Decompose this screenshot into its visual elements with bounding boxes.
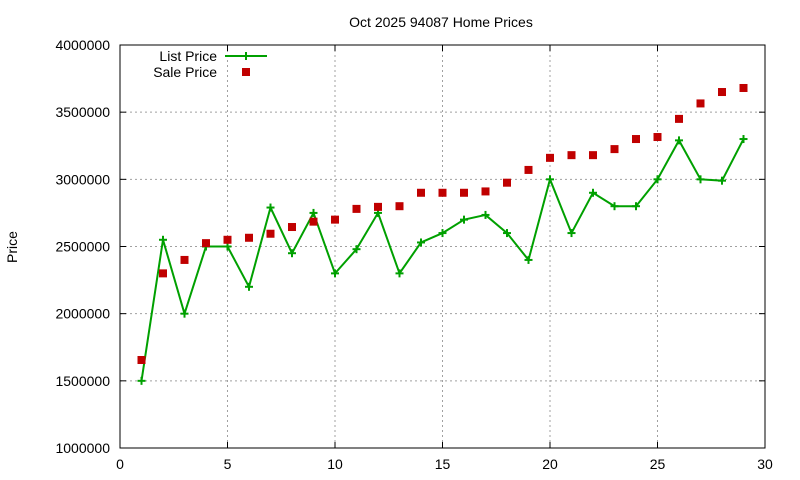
legend-swatch-marker (242, 68, 250, 76)
sale-price-point (546, 153, 554, 162)
x-tick-label: 0 (116, 456, 124, 472)
list-price-point (653, 175, 662, 184)
legend-label: Sale Price (153, 64, 217, 80)
chart-title: Oct 2025 94087 Home Prices (349, 14, 533, 30)
sale-price-point (653, 133, 662, 142)
sale-price-point (266, 229, 275, 238)
list-price-point (460, 215, 468, 224)
x-tick-label: 10 (327, 456, 343, 472)
list-price-point (245, 282, 253, 291)
plot-area (137, 83, 748, 385)
y-tick-label: 4000000 (55, 37, 110, 53)
list-price-point (546, 175, 554, 184)
sale-price-point (610, 145, 619, 154)
list-price-point (524, 255, 533, 264)
sale-price-point (395, 202, 404, 211)
list-price-point (266, 203, 275, 212)
sale-price-point (503, 178, 511, 187)
x-tick-label: 25 (650, 456, 666, 472)
sale-price-point (718, 88, 726, 97)
sale-price-point (374, 202, 382, 211)
sale-price-point (524, 165, 533, 174)
list-price-point (223, 242, 232, 251)
list-price-point (309, 208, 318, 217)
list-price-point (589, 188, 597, 197)
list-price-point (417, 238, 425, 247)
sale-price-point (567, 151, 576, 160)
sale-price-point (288, 223, 296, 232)
sale-price-point (223, 235, 232, 244)
list-price-point (718, 176, 726, 185)
list-price-point (632, 202, 640, 211)
sale-price-point (159, 269, 167, 278)
sale-price-point (245, 233, 253, 242)
sale-price-point (180, 255, 189, 264)
sale-price-point (589, 151, 597, 160)
y-tick-label: 2000000 (55, 306, 110, 322)
sale-price-point (309, 217, 318, 226)
x-tick-label: 15 (435, 456, 451, 472)
plot-frame (119, 44, 766, 449)
sale-price-point (696, 99, 705, 108)
list-price-point (567, 229, 576, 238)
x-tick-label: 20 (542, 456, 558, 472)
sale-price-point (438, 188, 447, 197)
list-price-point (503, 229, 511, 238)
y-axis-label: Price (4, 231, 20, 263)
sale-price-point (481, 187, 490, 196)
legend-swatch-marker (242, 52, 250, 60)
y-tick-label: 2500000 (55, 239, 110, 255)
y-tick-label: 3500000 (55, 104, 110, 120)
list-price-point (180, 309, 189, 318)
list-price-point (438, 229, 447, 238)
sale-price-point (352, 204, 361, 213)
list-price-point (610, 202, 619, 211)
legend-label: List Price (159, 48, 217, 64)
sale-price-point (632, 135, 640, 144)
list-price-point (288, 249, 296, 258)
list-price-point (481, 210, 490, 219)
list-price-point (352, 245, 361, 254)
y-tick-label: 3000000 (55, 171, 110, 187)
list-price-point (395, 269, 404, 278)
list-price-point (739, 135, 748, 144)
y-tick-label: 1500000 (55, 373, 110, 389)
x-tick-label: 5 (224, 456, 232, 472)
sale-price-point (417, 188, 425, 197)
sale-price-point (202, 239, 210, 248)
sale-price-point (739, 83, 748, 92)
x-tick-label: 30 (757, 456, 773, 472)
list-price-point (331, 269, 339, 278)
list-price-point (696, 175, 705, 184)
list-price-point (159, 235, 167, 244)
sale-price-point (460, 188, 468, 197)
axis-ticks: 1000000 1500000 2000000 2500000 3000000 35000… (55, 37, 773, 472)
y-tick-label: 1000000 (55, 440, 110, 456)
sale-price-point (331, 215, 339, 224)
list-price-point (137, 376, 146, 385)
list-price-point (675, 136, 683, 145)
sale-price-point (675, 114, 683, 123)
sale-price-point (137, 356, 146, 365)
